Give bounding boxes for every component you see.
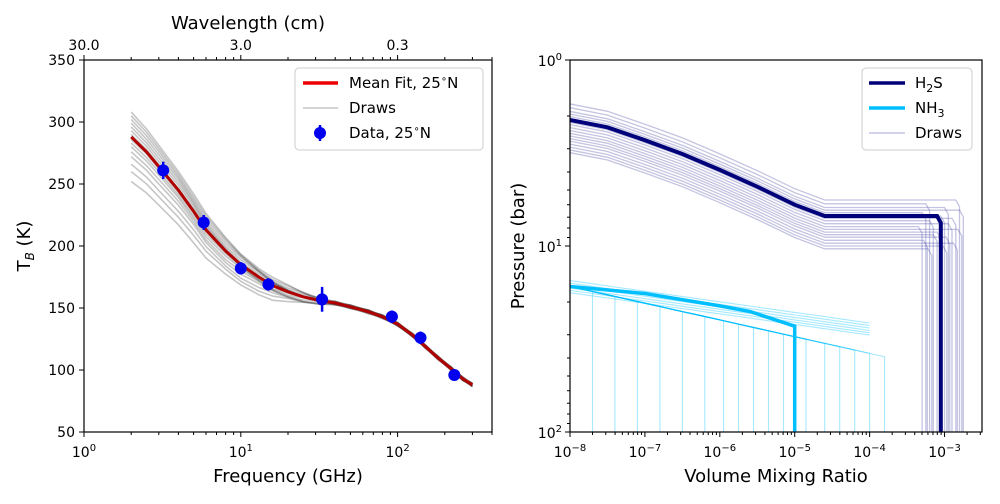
- h2s-draw-line-3: [570, 113, 964, 432]
- pressure-tick-label-1: 101: [538, 238, 562, 256]
- right-plot-area: [570, 103, 964, 432]
- nh3-draw-line-16: [570, 285, 871, 432]
- nh3-draw-line-0: [570, 285, 594, 432]
- nh3-draw-branch-0: [570, 280, 870, 324]
- draw-line-13: [130, 115, 473, 388]
- legend-label-2: Data, 25∘N: [349, 124, 431, 142]
- h2s-draw-line-7: [570, 123, 934, 432]
- y-axis-label: TB (K): [14, 221, 37, 273]
- top-tick-label-2: 0.3: [386, 38, 408, 54]
- h2s-draw-line-16: [570, 149, 948, 432]
- nh3-draw-line-3: [570, 285, 661, 432]
- right-legend-label-1: NH3: [915, 99, 945, 120]
- data-point-3: [262, 278, 275, 291]
- data-point-0: [157, 164, 170, 177]
- h2s-draw-line-8: [570, 126, 953, 432]
- h2s-draw-line-14: [570, 143, 928, 432]
- h2s-draw-line-6: [570, 121, 957, 432]
- draw-line-0: [130, 180, 473, 388]
- draw-line-11: [130, 122, 473, 386]
- h2s-mean-line: [570, 117, 943, 432]
- vmr-tick-label-2: 10−6: [704, 443, 737, 461]
- nh3-draw-line-11: [570, 285, 796, 432]
- nh3-draw-branch-4: [570, 289, 870, 334]
- draw-line-12: [130, 118, 473, 388]
- data-point-1: [197, 216, 210, 229]
- right-legend-box: [861, 67, 973, 151]
- nh3-draw-line-7: [570, 285, 740, 432]
- nh3-draw-line-9: [570, 285, 770, 432]
- data-point-5: [385, 310, 398, 323]
- vmr-axis-label: Volume Mixing Ratio: [684, 466, 868, 487]
- h2s-draw-line-12: [570, 137, 938, 432]
- data-point-2: [234, 262, 247, 275]
- y-tick-label-1: 100: [48, 363, 75, 379]
- y-tick-label-6: 350: [48, 53, 75, 69]
- h2s-draw-line-1: [570, 107, 931, 432]
- top-axis-label: Wavelength (cm): [171, 13, 325, 34]
- nh3-mean-line: [570, 284, 797, 432]
- nh3-draw-line-12: [570, 285, 807, 432]
- pressure-tick-label-2: 102: [538, 424, 562, 442]
- nh3-draw-line-14: [570, 285, 841, 432]
- data-point-4: [316, 293, 329, 306]
- nh3-draw-line-10: [570, 285, 785, 432]
- legend-marker-swatch: [314, 127, 326, 139]
- nh3-draw-branch-5: [570, 292, 870, 336]
- h2s-draw-line-9: [570, 129, 923, 432]
- x-tick-label-1: 101: [229, 443, 253, 461]
- nh3-draw-line-13: [570, 285, 826, 432]
- y-tick-label-5: 300: [48, 115, 75, 131]
- legend-label-1: Draws: [349, 99, 396, 117]
- vmr-tick-label-3: 10−5: [778, 443, 811, 461]
- vmr-tick-label-1: 10−7: [629, 443, 662, 461]
- pressure-tick-label-0: 100: [538, 52, 562, 70]
- y-tick-label-3: 200: [48, 239, 75, 255]
- x-tick-label-0: 100: [72, 443, 96, 461]
- data-point-7: [448, 368, 461, 381]
- h2s-draw-line-17: [570, 152, 933, 432]
- left-legend: Mean Fit, 25∘N Draws Data, 25∘N: [294, 67, 484, 151]
- nh3-draw-line-5: [570, 285, 706, 432]
- h2s-draw-line-2: [570, 110, 949, 432]
- nh3-draw-line-15: [570, 285, 856, 432]
- y-tick-label-4: 250: [48, 177, 75, 193]
- y-tick-label-0: 50: [57, 425, 75, 441]
- nh3-draw-line-6: [570, 285, 725, 432]
- x-axis-label: Frequency (GHz): [213, 466, 363, 487]
- h2s-draw-line-0: [570, 103, 961, 432]
- h2s-draw-line-11: [570, 135, 942, 432]
- h2s-draw-line-10: [570, 132, 963, 432]
- vmr-tick-label-4: 10−4: [853, 443, 886, 461]
- pressure-axis-label: Pressure (bar): [508, 183, 529, 309]
- left-legend-box: [294, 67, 484, 151]
- nh3-draw-line-4: [570, 285, 683, 432]
- vmr-tick-label-0: 10−8: [554, 443, 587, 461]
- right-legend-label-0: H2S: [915, 74, 943, 95]
- nh3-draw-line-2: [570, 285, 638, 432]
- left-plot-area: [130, 111, 474, 388]
- nh3-draw-branch-3: [570, 287, 870, 332]
- top-tick-label-1: 3.0: [230, 38, 252, 54]
- nh3-draw-line-8: [570, 285, 755, 432]
- y-tick-label-2: 150: [48, 301, 75, 317]
- left-chart-panel: 100 101 102 30.0 3.0 0.3 50 100 150 200 250 300 350 F…: [14, 13, 493, 487]
- vmr-tick-label-5: 10−3: [928, 443, 961, 461]
- top-tick-label-0: 30.0: [68, 38, 99, 54]
- right-legend: H2S NH3 Draws: [861, 67, 973, 151]
- h2s-draw-line-15: [570, 146, 958, 432]
- mean-fit-line: [130, 135, 474, 387]
- h2s-draw-line-4: [570, 115, 927, 432]
- data-point-6: [414, 331, 427, 344]
- legend-label-0: Mean Fit, 25∘N: [349, 74, 458, 92]
- h2s-draw-line-13: [570, 140, 951, 432]
- nh3-draw-line-17: [570, 285, 886, 432]
- x-tick-label-2: 102: [385, 443, 409, 461]
- right-legend-label-2: Draws: [915, 124, 962, 142]
- draw-line-8: [130, 133, 473, 386]
- right-chart-panel: 10−8 10−7 10−6 10−5 10−4 10−3 100 101 102 Volume …: [508, 52, 983, 487]
